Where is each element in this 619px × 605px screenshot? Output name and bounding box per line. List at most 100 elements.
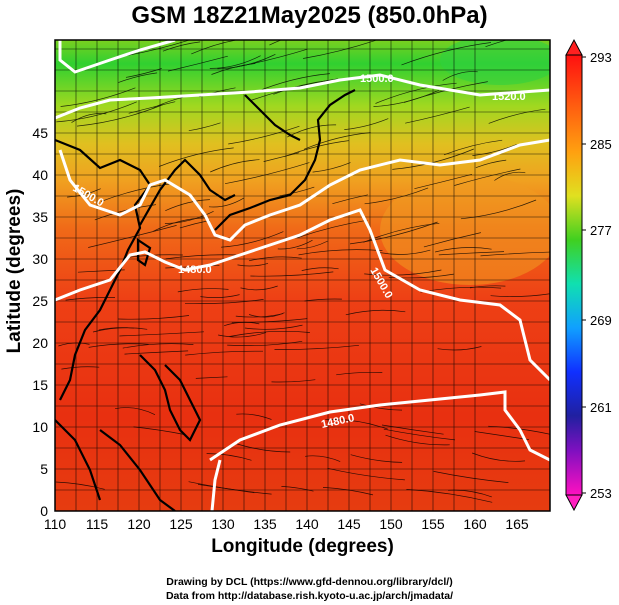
streamline <box>363 222 440 243</box>
streamline <box>471 452 526 462</box>
contour-line <box>210 459 222 511</box>
streamline <box>250 271 334 277</box>
contour-line <box>55 73 550 120</box>
streamline <box>277 239 313 250</box>
streamline <box>435 247 492 253</box>
x-tick-label: 160 <box>463 516 487 532</box>
temperature-anomaly <box>380 175 550 285</box>
coastline-indochina <box>55 419 102 501</box>
streamline <box>98 327 135 331</box>
streamline <box>454 168 521 186</box>
streamline <box>336 371 383 376</box>
streamline <box>208 197 244 208</box>
streamline <box>414 173 473 190</box>
streamline <box>401 42 492 66</box>
streamline <box>488 108 546 124</box>
x-tick-label: 115 <box>86 516 109 532</box>
streamline <box>228 125 300 145</box>
contour-line <box>55 208 550 382</box>
x-tick-label: 150 <box>379 516 403 532</box>
streamline <box>364 187 429 205</box>
streamline <box>248 256 302 262</box>
contour-line <box>209 390 550 462</box>
credit-data: Data from http://database.rish.kyoto-u.a… <box>165 590 454 602</box>
streamline <box>312 162 351 173</box>
streamline <box>443 139 503 156</box>
streamline <box>165 199 210 212</box>
map-title: GSM 18Z21May2025 (850.0hPa) <box>131 2 488 29</box>
colorbar-max-arrow <box>565 38 583 56</box>
streamline <box>88 225 177 248</box>
contour-label: 1520.0 <box>492 91 526 103</box>
colorbar-scale <box>565 54 583 496</box>
streamline <box>480 251 550 257</box>
contour-line <box>58 40 176 74</box>
streamline <box>442 71 478 81</box>
streamline <box>237 263 269 267</box>
streamline <box>165 264 220 269</box>
streamline <box>263 152 300 162</box>
streamline <box>381 424 444 435</box>
grid-lines <box>55 40 550 511</box>
streamline <box>438 251 505 256</box>
streamline <box>359 403 403 411</box>
coastline-korea <box>139 158 236 226</box>
streamline <box>304 298 342 302</box>
streamline <box>184 299 264 304</box>
x-tick-label: 130 <box>211 516 235 532</box>
x-axis-ticks: 110 115 120 125 130 135 140 145 150 155 … <box>44 516 529 532</box>
streamline <box>380 249 431 255</box>
streamline <box>240 285 278 291</box>
y-tick-label: 20 <box>32 335 48 351</box>
coastline-japan <box>214 89 356 231</box>
coastline-philippines <box>139 354 202 442</box>
y-axis-ticks: 0 5 10 15 20 25 30 35 40 45 <box>32 125 48 519</box>
streamline <box>373 89 439 107</box>
streamline <box>220 231 284 248</box>
streamline <box>206 453 252 461</box>
x-tick-label: 165 <box>505 516 529 532</box>
streamline <box>76 104 164 127</box>
coastline-asia <box>55 138 152 401</box>
streamline <box>475 159 507 169</box>
streamline <box>61 366 100 370</box>
x-tick-label: 140 <box>295 516 319 532</box>
streamline <box>209 55 261 69</box>
streamlines <box>55 40 550 503</box>
streamline <box>375 82 457 104</box>
plot-area: 1500.0 1520.0 1500.0 1480.0 1500.0 1480.… <box>55 40 550 511</box>
streamline <box>162 41 201 52</box>
y-tick-label: 40 <box>32 167 48 183</box>
streamline <box>177 288 229 293</box>
streamline <box>406 489 493 503</box>
streamline <box>223 321 260 327</box>
streamline <box>165 254 243 260</box>
streamline <box>125 68 162 78</box>
streamline <box>185 350 264 356</box>
x-tick-label: 120 <box>127 516 151 532</box>
streamline <box>305 455 341 462</box>
streamline <box>200 294 240 298</box>
colorbar-min-arrow <box>565 494 583 512</box>
streamline <box>133 426 185 435</box>
streamline <box>303 132 371 150</box>
streamline <box>229 330 310 337</box>
colorbar-label: 293 <box>590 50 612 65</box>
x-tick-label: 145 <box>337 516 361 532</box>
streamline <box>327 467 405 481</box>
y-tick-label: 5 <box>40 461 48 477</box>
coastlines <box>55 89 356 511</box>
streamline <box>298 249 383 256</box>
colorbar: 293 285 277 269 261 253 <box>565 38 612 512</box>
streamline <box>392 148 474 170</box>
x-tick-label: 110 <box>44 516 67 532</box>
streamline <box>236 413 272 420</box>
streamline <box>448 489 492 498</box>
streamline <box>364 269 442 276</box>
y-tick-label: 30 <box>32 251 48 267</box>
streamline <box>296 219 368 239</box>
streamline <box>217 53 276 70</box>
y-tick-label: 15 <box>32 377 48 393</box>
colorbar-label: 261 <box>590 400 612 415</box>
streamline <box>115 407 156 416</box>
